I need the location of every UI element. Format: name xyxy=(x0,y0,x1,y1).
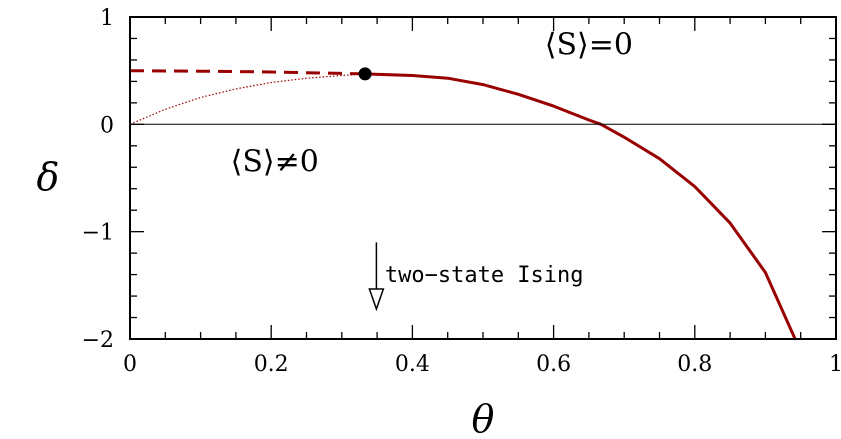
y-tick-label: −2 xyxy=(82,328,114,353)
y-tick-label: 1 xyxy=(100,6,114,31)
series-line-dotted xyxy=(129,73,366,125)
y-tick-label: −1 xyxy=(82,221,114,246)
axis-ticks xyxy=(129,16,837,340)
x-tick-label: 0.4 xyxy=(395,352,430,377)
x-tick-label: 0.2 xyxy=(254,352,289,377)
x-tick-label: 0.6 xyxy=(536,352,571,377)
annotation-1: ⟨S⟩≠0 xyxy=(231,145,319,180)
y-axis-label: δ xyxy=(37,155,60,199)
critical-point-marker xyxy=(358,67,372,81)
annotations: ⟨S⟩=0 ⟨S⟩≠0 two−state Ising xyxy=(231,28,633,312)
x-tick-label: 1 xyxy=(829,352,841,377)
y-tick-label: 0 xyxy=(100,113,114,138)
plot-marks xyxy=(129,67,836,340)
arrow-head xyxy=(368,288,385,312)
series-line-dashed xyxy=(129,69,366,76)
annotation-0: ⟨S⟩=0 xyxy=(545,28,633,63)
x-tick-label: 0.8 xyxy=(677,352,712,377)
series-line-solid xyxy=(365,72,797,340)
x-axis-label: θ xyxy=(472,397,495,439)
x-tick-label: 0 xyxy=(123,352,137,377)
annotation-2: two−state Ising xyxy=(385,263,584,288)
axis-labels: 0 0.2 0.4 0.6 0.8 1 −2 −1 0 1 θ δ xyxy=(37,6,841,439)
